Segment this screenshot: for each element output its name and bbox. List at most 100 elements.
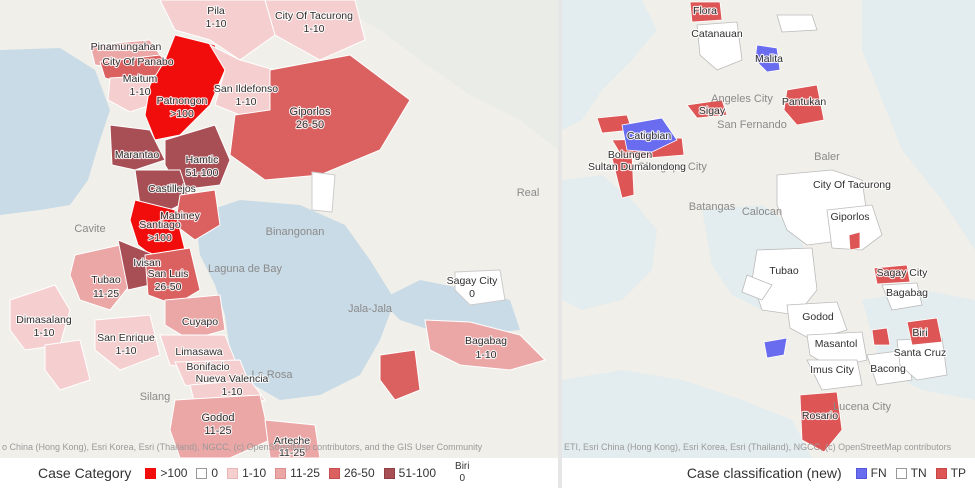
region-label: Sagay City [877,267,929,279]
legend-label: 26-50 [343,466,375,480]
region-tn-lake[interactable] [741,274,773,301]
region-marantao[interactable] [109,124,166,171]
laguna-lake [195,200,395,400]
region-label: Maitum [123,73,158,85]
legend-swatch [275,467,287,479]
region-label: Patnongon [157,95,208,107]
region-sigay[interactable] [686,99,728,119]
legend-label: >100 [160,466,188,480]
region-label: Sultan Dumalondong [588,161,686,173]
region-fn-south[interactable] [763,337,788,359]
region-zero-east[interactable] [311,171,336,213]
region-red-small[interactable] [871,327,891,346]
region-label: Tubao [769,265,799,277]
region-label: Flora [693,5,717,17]
region-red-center[interactable] [848,231,861,251]
region-malita[interactable] [754,44,781,73]
legend-label: 0 [211,466,219,480]
legend-item[interactable]: 26-50 [328,466,375,480]
region-label: Pinamungahan [91,41,162,53]
map-attribution: o China (Hong Kong), Esri Korea, Esri (T… [2,442,483,452]
region-sagay-city[interactable] [454,269,506,306]
legend-item[interactable]: 11-25 [275,466,320,480]
legend-item[interactable]: 1-10 [227,466,266,480]
region-label: Santa Cruz [894,347,947,359]
legend-item[interactable]: >100 [145,466,187,480]
region-label: Castillejos [148,183,196,195]
region-value: 1-10 [303,23,324,35]
region-sagay-city[interactable] [873,264,911,285]
legend-label: TP [950,466,966,480]
basemap-label: Angeles City [711,93,773,105]
region-catanauan[interactable] [696,21,743,71]
case-category-map[interactable]: Cavite Laguna de Bay Binangonan Real Sil… [0,0,558,458]
region-bagabag[interactable] [424,319,546,371]
region-label: Hamtic [186,154,219,166]
region-arteche[interactable] [264,419,321,458]
case-classification-map[interactable]: Angeles City San Fernando Olongapo City … [562,0,975,458]
basemap-label: Real [517,187,540,199]
legend-item[interactable]: FN [855,466,887,480]
sea-nw [562,0,657,130]
region-value: 1-10 [115,345,136,357]
region-label: Cuyapo [182,316,218,328]
region-label: San Enrique [97,332,155,344]
region-label: Pila [207,5,225,17]
region-value: 26-50 [155,281,182,293]
region-value: 0 [469,288,475,300]
region-pantukan[interactable] [783,84,825,126]
basemap-label: Batangas [689,201,736,213]
legend-item[interactable]: TN [895,466,927,480]
legend-label: 1-10 [242,466,267,480]
legend-swatch [227,467,239,479]
region-imus-city[interactable] [806,359,863,391]
biri-indicator: Biri 0 [455,461,469,485]
region-label: Bagabag [465,335,507,347]
basemap-label: Laguna de Bay [208,263,283,275]
region-dimasalang-south[interactable] [44,339,91,391]
region-san-enrique[interactable] [94,314,161,371]
region-label: San Luis [148,268,189,280]
case-category-map-canvas[interactable]: Cavite Laguna de Bay Binangonan Real Sil… [0,0,558,458]
legend-title: Case classification (new) [686,465,842,481]
region-label: Godod [201,412,234,424]
region-godod[interactable] [169,394,271,458]
region-catigbian[interactable] [621,117,678,153]
legend-title: Case Category [38,465,132,481]
region-value: 11-25 [204,425,231,437]
region-city-of-tacurong[interactable] [264,0,366,61]
basemap-label: Lucena City [833,401,892,413]
basemap-label: Binangonan [266,226,325,238]
region-label: Biri [912,327,927,339]
region-label: City Of Panabo [102,56,173,68]
legend-swatch [328,467,340,479]
basemap-label: Jala-Jala [348,303,393,315]
region-label: Imus City [810,364,855,376]
region-giporlos[interactable] [229,54,411,181]
region-label: Arteche [274,435,310,447]
region-label: Giporlos [290,106,331,118]
legend-swatch [145,467,157,479]
region-tn-north[interactable] [776,14,818,33]
sea-south [562,370,812,458]
region-label: Tubao [91,274,121,286]
legend-item[interactable]: TP [935,466,966,480]
region-sultan-dumalondong[interactable] [611,154,635,199]
legend-item[interactable]: 51-100 [383,466,436,480]
biri-value: 0 [459,473,466,484]
legend-swatch [935,467,947,479]
map-attribution: ETI, Esri China (Hong Kong), Esri Korea,… [564,442,952,452]
basemap-label: San Fernando [717,119,787,131]
region-rosario[interactable] [799,391,843,453]
region-biri[interactable] [906,317,943,346]
region-value: 11-25 [279,447,305,458]
region-bagabag-west[interactable] [379,349,421,401]
region-flora[interactable] [689,1,723,23]
region-value: 26-50 [296,119,324,131]
region-bagabag[interactable] [881,282,923,311]
region-giporlos[interactable] [826,204,883,251]
legend-item[interactable]: 0 [196,466,218,480]
region-label: Bolungen [608,149,653,161]
case-classification-map-canvas[interactable]: Angeles City San Fernando Olongapo City … [562,0,975,458]
